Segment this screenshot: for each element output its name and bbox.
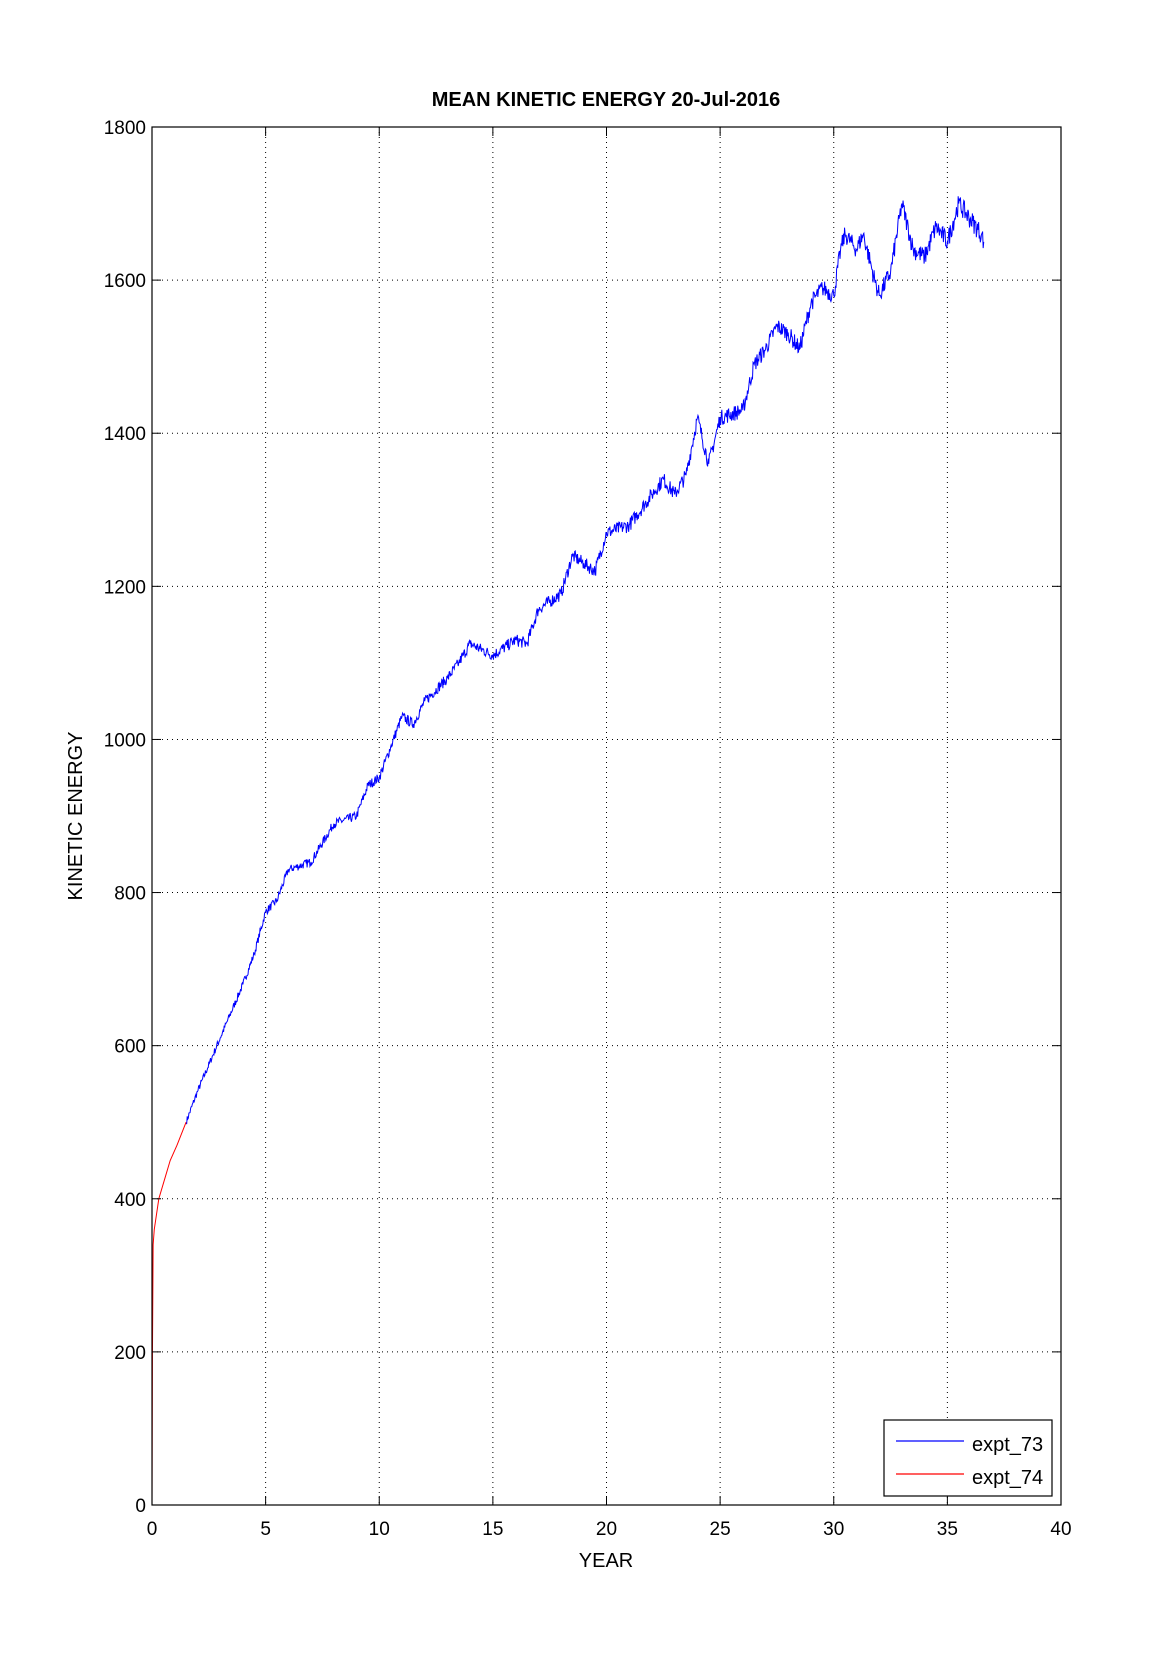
x-tick-label: 5 bbox=[260, 1519, 271, 1540]
x-tick-label: 35 bbox=[937, 1519, 958, 1540]
y-tick-label: 1000 bbox=[104, 730, 146, 751]
y-tick-label: 1600 bbox=[104, 271, 146, 292]
plot-frame bbox=[151, 126, 1062, 1506]
y-tick-label: 600 bbox=[114, 1037, 146, 1058]
y-tick-label: 400 bbox=[114, 1190, 146, 1211]
y-tick-label: 1800 bbox=[104, 118, 146, 139]
x-axis-label: YEAR bbox=[579, 1550, 633, 1572]
y-tick-label: 0 bbox=[135, 1496, 146, 1517]
series-group bbox=[151, 196, 985, 1506]
y-tick-label: 1400 bbox=[104, 424, 146, 445]
legend-label-expt_73: expt_73 bbox=[972, 1434, 1043, 1456]
x-tick-label: 10 bbox=[369, 1519, 390, 1540]
y-axis-label: KINETIC ENERGY bbox=[65, 732, 87, 901]
x-tick-label: 20 bbox=[596, 1519, 617, 1540]
series-line-expt_73 bbox=[185, 196, 985, 1125]
x-tick-label: 25 bbox=[710, 1519, 731, 1540]
chart-title: MEAN KINETIC ENERGY 20-Jul-2016 bbox=[432, 89, 781, 111]
x-tick-label: 0 bbox=[147, 1519, 158, 1540]
x-tick-label: 40 bbox=[1050, 1519, 1071, 1540]
ticks: 0 5 10 15 20 25 30 35 40020040060080010001200140… bbox=[104, 118, 1072, 1540]
grid bbox=[152, 127, 1061, 1505]
legend-box bbox=[883, 1419, 1053, 1497]
x-tick-label: 30 bbox=[823, 1519, 844, 1540]
y-tick-label: 200 bbox=[114, 1343, 146, 1364]
series-line-expt_74 bbox=[151, 1122, 187, 1506]
y-tick-label: 800 bbox=[114, 884, 146, 905]
legend-label-expt_74: expt_74 bbox=[972, 1467, 1043, 1489]
x-tick-label: 15 bbox=[482, 1519, 503, 1540]
legend: expt_73 expt_74 bbox=[883, 1419, 1053, 1497]
y-tick-label: 1200 bbox=[104, 577, 146, 598]
